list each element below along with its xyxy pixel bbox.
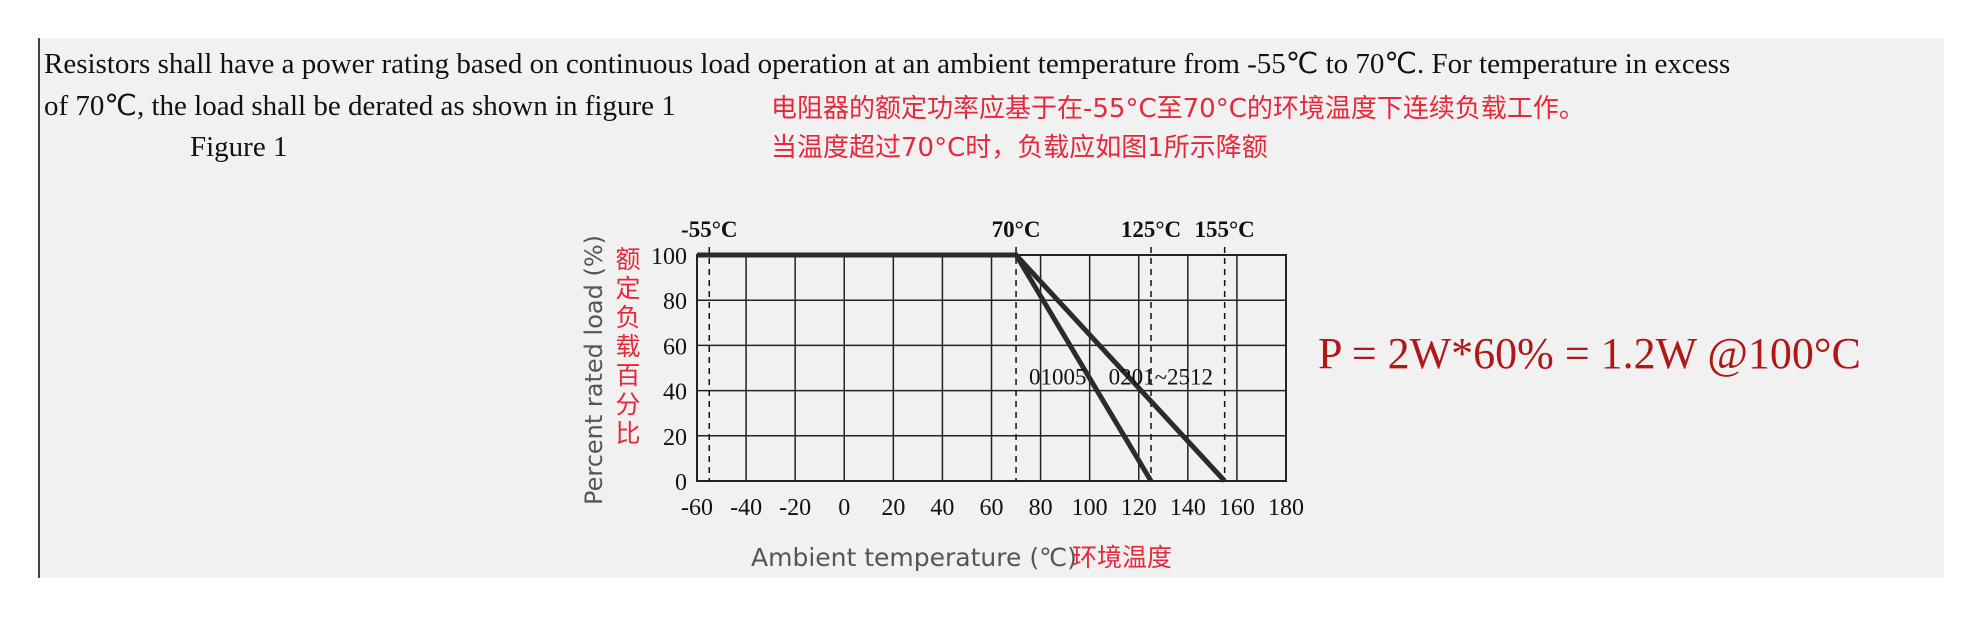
y-tick-label: 80	[663, 289, 687, 315]
x-tick-label: 160	[1219, 495, 1255, 521]
y-axis-title-cn-char: 负	[615, 303, 640, 332]
paragraph-line-2: of 70℃, the load shall be derated as sho…	[44, 90, 676, 122]
y-axis-title-cn-char: 额	[615, 245, 640, 274]
y-tick-label: 60	[663, 334, 687, 360]
top-marker-label: 155°C	[1194, 217, 1254, 242]
x-tick-label: 120	[1121, 495, 1157, 521]
chinese-annotation-line-1: 电阻器的额定功率应基于在-55°C至70°C的环境温度下连续负载工作。	[771, 94, 1585, 124]
chinese-annotation-line-2: 当温度超过70°C时，负载应如图1所示降额	[771, 133, 1268, 163]
x-tick-label: 100	[1072, 495, 1108, 521]
top-marker-label: 125°C	[1121, 217, 1181, 242]
x-tick-label: 0	[838, 495, 850, 521]
x-tick-label: -40	[730, 495, 762, 521]
y-tick-label: 100	[651, 244, 687, 270]
top-marker-label: -55°C	[681, 217, 737, 242]
y-axis-title-cn-char: 载	[615, 332, 640, 361]
y-axis-title-cn-char: 百	[615, 361, 640, 390]
y-tick-label: 20	[663, 425, 687, 451]
x-axis-title: Ambient temperature (℃)	[751, 543, 1077, 572]
paragraph-line-1: Resistors shall have a power rating base…	[44, 48, 1731, 80]
chart-dashed-markers	[708, 247, 1226, 481]
figure-label: Figure 1	[190, 131, 288, 163]
chart-labels: -60 -40 -20 0 20 40 60 80 100 120 140 160 180 0 20 40 60…	[580, 217, 1304, 572]
x-axis-title-cn: 环境温度	[1072, 543, 1172, 572]
chart-series	[697, 252, 1227, 483]
y-tick-label: 40	[663, 380, 687, 406]
top-marker-label: 70°C	[992, 217, 1041, 242]
y-axis-title: Percent rated load (%)	[580, 235, 608, 505]
y-tick-label: 0	[675, 470, 687, 496]
series-label: 0201~2512	[1109, 365, 1213, 390]
x-tick-label: 40	[930, 495, 954, 521]
x-tick-label: -20	[779, 495, 811, 521]
series-line	[697, 252, 1227, 483]
series-label: 01005	[1029, 365, 1087, 390]
y-axis-title-cn-char: 分	[615, 390, 640, 419]
y-axis-title-cn-char: 比	[615, 419, 640, 448]
power-formula: P = 2W*60% = 1.2W @100°C	[1318, 329, 1861, 378]
x-tick-label: 140	[1170, 495, 1206, 521]
x-tick-label: 80	[1029, 495, 1053, 521]
x-tick-label: 60	[980, 495, 1004, 521]
y-axis-title-cn-char: 定	[615, 274, 640, 303]
x-tick-label: 180	[1268, 495, 1304, 521]
x-tick-label: -60	[681, 495, 713, 521]
x-tick-label: 20	[881, 495, 905, 521]
